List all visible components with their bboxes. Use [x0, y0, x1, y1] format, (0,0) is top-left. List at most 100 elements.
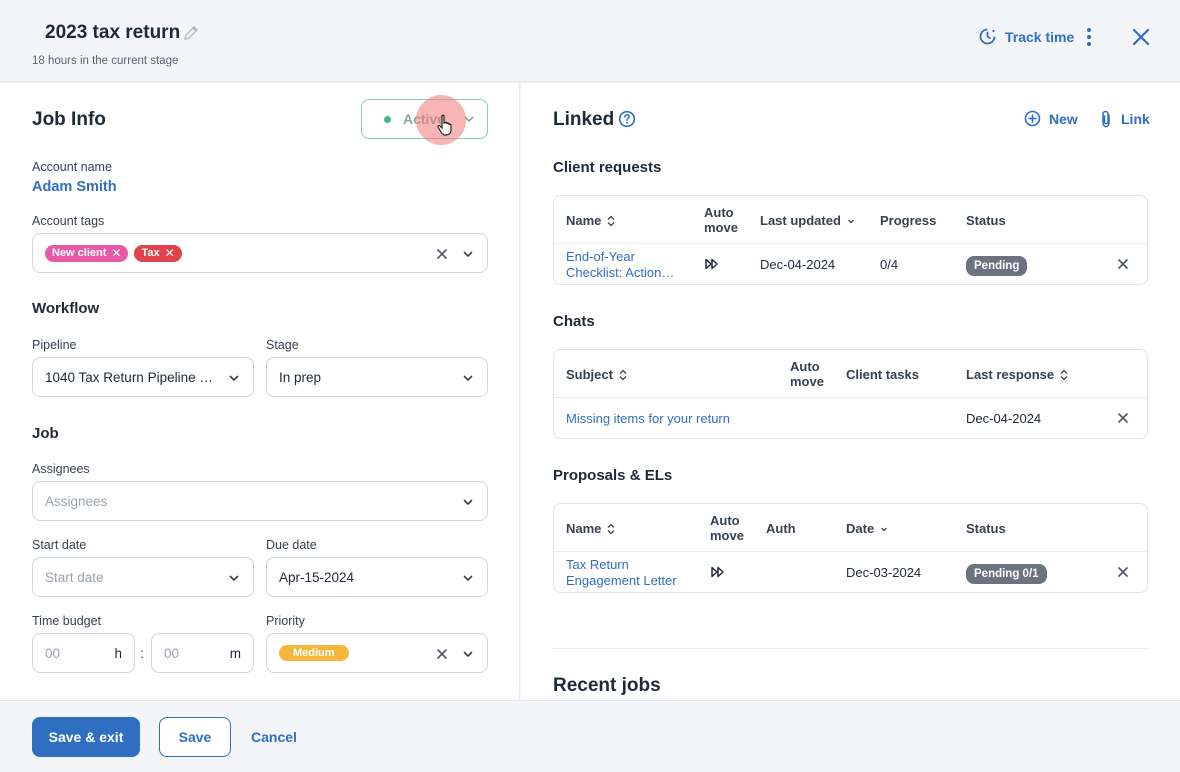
minutes-unit: m: [229, 646, 241, 661]
save-and-exit-button[interactable]: Save & exit: [32, 717, 140, 757]
priority-badge: Medium: [279, 645, 349, 661]
workflow-heading: Workflow: [32, 300, 100, 317]
new-linked-button[interactable]: New: [1024, 110, 1078, 127]
hours-placeholder: 00: [45, 645, 61, 661]
column-header-status: Status: [966, 521, 1006, 536]
new-label: New: [1049, 110, 1078, 127]
unlink-icon[interactable]: [1117, 258, 1129, 270]
row-divider: [554, 551, 1147, 552]
request-last-updated: Dec-04-2024: [760, 257, 836, 272]
clear-icon[interactable]: [435, 247, 449, 261]
column-header-last-response[interactable]: Last response: [966, 367, 1068, 382]
request-name-line: End-of-Year: [566, 249, 635, 264]
start-date-placeholder: Start date: [45, 569, 104, 585]
stage-value: In prep: [279, 369, 322, 385]
remove-tag-icon[interactable]: ✕: [164, 246, 175, 260]
stage-select[interactable]: In prep: [266, 357, 488, 397]
due-date-label: Due date: [266, 538, 317, 552]
column-header-date[interactable]: Date: [846, 521, 888, 536]
pointer-highlight: [416, 95, 466, 145]
chat-last-response: Dec-04-2024: [966, 411, 1042, 426]
assignees-label: Assignees: [32, 462, 90, 476]
tag-label: Tax: [141, 247, 160, 259]
start-date-picker[interactable]: Start date: [32, 557, 254, 597]
client-requests-table: Name Auto move Last updated Progress Sta…: [553, 195, 1148, 285]
column-header-subject[interactable]: Subject: [566, 367, 627, 382]
chats-table: Subject Auto move Client tasks Last resp…: [553, 349, 1148, 439]
link-button[interactable]: Link: [1099, 110, 1150, 128]
column-header-auto-move: Auto move: [704, 205, 738, 235]
column-header-last-updated[interactable]: Last updated: [760, 213, 855, 228]
pipeline-value: 1040 Tax Return Pipeline (fr…: [45, 369, 217, 385]
save-button[interactable]: Save: [159, 717, 231, 757]
chevron-down-icon: [463, 575, 473, 582]
chevron-down-icon[interactable]: [461, 647, 475, 661]
cancel-button[interactable]: Cancel: [251, 729, 297, 745]
chat-subject-link[interactable]: Missing items for your return: [566, 411, 730, 426]
remove-tag-icon[interactable]: ✕: [111, 246, 122, 260]
column-label: Date: [846, 521, 875, 536]
proposal-date: Dec-03-2024: [846, 565, 922, 580]
hand-cursor-icon: [437, 114, 452, 136]
minutes-input[interactable]: 00 m: [151, 633, 254, 673]
clear-icon[interactable]: [435, 647, 449, 661]
chats-heading: Chats: [553, 313, 595, 330]
assignees-placeholder: Assignees: [45, 493, 108, 509]
job-info-heading: Job Info: [32, 109, 106, 130]
due-date-value: Apr-15-2024: [279, 569, 355, 585]
chevron-down-icon[interactable]: [461, 247, 475, 261]
due-date-picker[interactable]: Apr-15-2024: [266, 557, 488, 597]
client-requests-heading: Client requests: [553, 159, 662, 176]
account-name-label: Account name: [32, 160, 112, 174]
stage-label: Stage: [266, 338, 299, 352]
tag-chip: Tax ✕: [134, 244, 182, 262]
chevron-down-icon: [463, 375, 473, 382]
linked-panel: Linked New Link Client requests Name Aut…: [521, 83, 1180, 700]
tag-chip: New client ✕: [45, 244, 129, 262]
column-label: Last response: [966, 367, 1055, 382]
unlink-icon[interactable]: [1117, 412, 1129, 424]
chevron-down-icon: [229, 575, 239, 582]
proposal-name-link[interactable]: Tax Return Engagement Letter: [566, 557, 677, 589]
request-name-link[interactable]: End-of-Year Checklist: Action…: [566, 249, 674, 281]
priority-select[interactable]: Medium: [266, 633, 488, 673]
close-icon[interactable]: [1130, 26, 1152, 48]
pipeline-label: Pipeline: [32, 338, 77, 352]
job-heading: Job: [32, 425, 59, 442]
column-label: Subject: [566, 367, 613, 382]
tag-label: New client: [52, 247, 107, 259]
column-header-name[interactable]: Name: [566, 521, 615, 536]
start-date-label: Start date: [32, 538, 87, 552]
chevron-down-icon: [463, 499, 473, 506]
column-header-auth: Auth: [766, 521, 796, 536]
sort-icon: [607, 215, 615, 226]
unlink-icon[interactable]: [1117, 566, 1129, 578]
fast-forward-icon: [705, 258, 718, 270]
status-badge: Pending 0/1: [966, 564, 1047, 584]
hours-input[interactable]: 00 h: [32, 633, 135, 673]
proposals-table: Name Auto move Auth Date Status Tax Retu…: [553, 503, 1148, 593]
sort-icon: [1060, 369, 1068, 380]
help-icon[interactable]: [618, 110, 636, 128]
track-time-button[interactable]: Track time: [978, 27, 1074, 46]
modal-footer: Save & exit Save Cancel: [0, 700, 1180, 772]
account-name-link[interactable]: Adam Smith: [32, 179, 117, 195]
proposals-heading: Proposals & ELs: [553, 467, 673, 484]
proposal-name-line: Tax Return: [566, 557, 629, 572]
column-header-client-tasks: Client tasks: [846, 367, 919, 382]
pipeline-select[interactable]: 1040 Tax Return Pipeline (fr…: [32, 357, 254, 397]
pencil-icon[interactable]: [182, 24, 200, 42]
assignees-select[interactable]: Assignees: [32, 481, 488, 521]
modal-header: 2023 tax return 18 hours in the current …: [0, 0, 1180, 82]
column-label: Name: [566, 213, 602, 228]
column-header-name[interactable]: Name: [566, 213, 615, 228]
sort-icon: [619, 369, 627, 380]
account-tags-label: Account tags: [32, 214, 105, 228]
time-budget-label: Time budget: [32, 614, 102, 628]
status-dot-icon: [384, 115, 391, 123]
track-time-label: Track time: [1005, 28, 1075, 45]
account-tags-input[interactable]: New client ✕ Tax ✕: [32, 233, 488, 273]
fast-forward-icon: [711, 566, 724, 578]
row-divider: [554, 397, 1147, 398]
more-options-icon[interactable]: [1080, 26, 1098, 48]
